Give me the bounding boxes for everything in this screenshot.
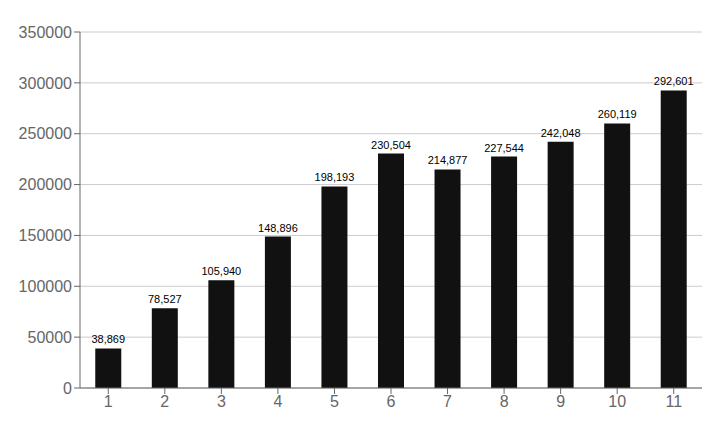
svg-text:148,896: 148,896 — [258, 222, 298, 234]
svg-text:38,869: 38,869 — [91, 333, 125, 345]
svg-text:200000: 200000 — [19, 176, 72, 193]
svg-text:230,504: 230,504 — [371, 139, 411, 151]
svg-text:7: 7 — [443, 393, 452, 410]
svg-text:198,193: 198,193 — [315, 171, 355, 183]
svg-text:350000: 350000 — [19, 24, 72, 41]
svg-text:4: 4 — [273, 393, 282, 410]
svg-text:0: 0 — [63, 380, 72, 397]
svg-text:292,601: 292,601 — [654, 75, 694, 87]
svg-text:242,048: 242,048 — [541, 127, 581, 139]
svg-text:260,119: 260,119 — [598, 108, 637, 120]
svg-text:3: 3 — [217, 393, 226, 410]
svg-text:5: 5 — [330, 393, 339, 410]
svg-text:214,877: 214,877 — [428, 154, 468, 166]
svg-text:250000: 250000 — [19, 125, 72, 142]
svg-text:1: 1 — [104, 393, 113, 410]
svg-text:10: 10 — [608, 393, 626, 410]
svg-text:105,940: 105,940 — [201, 265, 241, 277]
svg-text:50000: 50000 — [28, 329, 73, 346]
svg-text:8: 8 — [500, 393, 509, 410]
svg-text:100000: 100000 — [19, 278, 72, 295]
svg-text:150000: 150000 — [19, 227, 72, 244]
svg-text:2: 2 — [160, 393, 169, 410]
svg-text:11: 11 — [665, 393, 682, 410]
svg-text:6: 6 — [387, 393, 396, 410]
svg-text:9: 9 — [556, 393, 565, 410]
svg-text:300000: 300000 — [19, 75, 72, 92]
svg-text:78,527: 78,527 — [148, 293, 182, 305]
svg-text:227,544: 227,544 — [484, 142, 524, 154]
